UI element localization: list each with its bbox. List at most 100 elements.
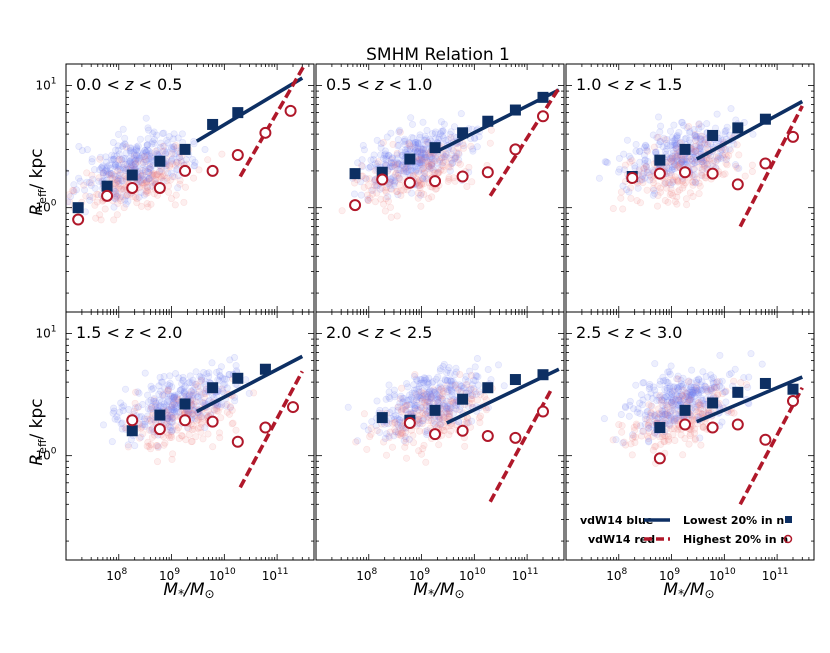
scatter-point [691,435,699,443]
scatter-point [417,404,425,412]
vdw14-red-line [238,370,304,489]
scatter-point [657,398,665,406]
y-tick-label: 100 [35,199,56,215]
highest-n-marker [179,164,192,177]
scatter-point [695,190,703,198]
scatter-point [415,182,423,190]
scatter-point [641,156,649,164]
scatter-point [677,158,685,166]
scatter-point [122,149,130,157]
scatter-point [462,372,470,380]
scatter-point [642,162,650,170]
scatter-point [411,402,419,410]
scatter-point [670,387,678,395]
scatter-point [159,130,167,138]
scatter-point [444,136,452,144]
scatter-point [126,158,134,166]
scatter-point [113,152,121,160]
scatter-point [722,398,730,406]
scatter-point [149,384,157,392]
scatter-point [104,162,112,170]
scatter-point [673,157,681,165]
scatter-point [690,165,698,173]
panel-3: 1.0 < z < 1.5 [565,63,815,313]
scatter-point [689,193,697,201]
scatter-point [656,128,664,136]
scatter-point [482,406,490,414]
scatter-point [625,188,633,196]
scatter-point [409,140,417,148]
scatter-point [439,127,447,135]
scatter-point [132,146,140,154]
scatter-point [675,186,683,194]
panel-redshift-label: 0.0 < z < 0.5 [76,75,182,94]
scatter-point [686,136,694,144]
lowest-n-marker [679,143,691,155]
scatter-point [201,378,209,386]
scatter-point [672,144,680,152]
panel-plot-area [344,354,560,503]
scatter-point [124,441,132,449]
scatter-point [113,413,121,421]
scatter-point [419,118,427,126]
scatter-point [671,135,679,143]
scatter-point [145,398,153,406]
scatter-point [663,145,671,153]
scatter-point [158,398,166,406]
scatter-point [421,132,429,140]
scatter-point [139,149,147,157]
scatter-point [117,420,125,428]
scatter-point [160,392,168,400]
scatter-point [435,441,443,449]
scatter-point [368,418,376,426]
scatter-point [216,403,224,411]
scatter-point [397,392,405,400]
highest-n-marker [456,170,469,183]
scatter-point [486,139,494,147]
scatter-point [116,171,124,179]
scatter-point [402,168,410,176]
scatter-point [157,378,165,386]
scatter-point [385,434,393,442]
scatter-point [143,168,151,176]
scatter-point [421,169,429,177]
scatter-point [366,433,374,441]
scatter-point [467,385,475,393]
scatter-point [396,176,404,184]
scatter-point [442,407,450,415]
scatter-point [725,152,733,160]
scatter-point [200,393,208,401]
scatter-point [417,388,425,396]
scatter-point [457,110,465,118]
scatter-point [195,413,203,421]
scatter-point [112,146,120,154]
scatter-point [425,163,433,171]
highest-n-marker [536,405,549,418]
scatter-point [418,396,426,404]
lowest-n-marker [376,412,388,424]
scatter-point [406,146,414,154]
scatter-point [132,156,140,164]
scatter-point [391,418,399,426]
scatter-point [364,195,372,203]
scatter-point [145,155,153,163]
scatter-point [668,163,676,171]
scatter-point [123,191,131,199]
scatter-point [387,156,395,164]
scatter-point [685,440,693,448]
scatter-point [452,368,460,376]
scatter-point [96,155,104,163]
scatter-point [434,415,442,423]
scatter-point [454,159,462,167]
scatter-point [386,428,394,436]
scatter-point [201,389,209,397]
scatter-point [418,419,426,427]
scatter-point [422,396,430,404]
highest-n-marker [679,418,692,431]
scatter-point [99,171,107,179]
scatter-point [403,380,411,388]
scatter-point [96,166,104,174]
scatter-point [431,130,439,138]
scatter-point [231,397,239,405]
scatter-point [367,163,375,171]
